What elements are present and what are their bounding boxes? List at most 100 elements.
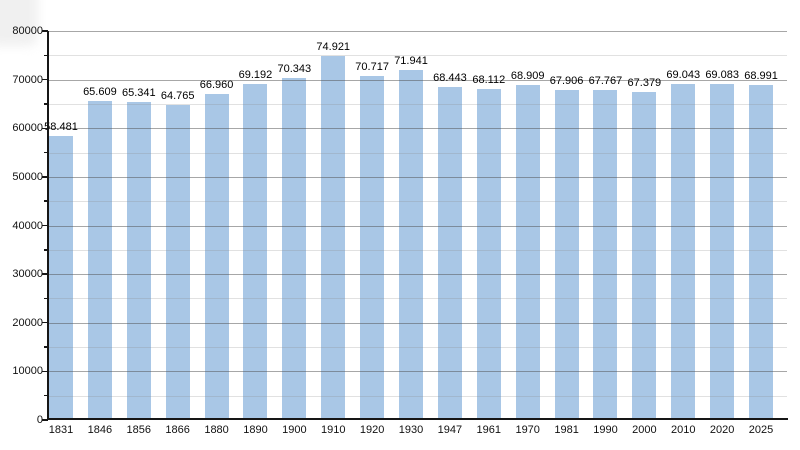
y-major-tick — [42, 370, 48, 373]
bar — [243, 83, 268, 420]
x-label-cell: 1947 — [437, 424, 476, 438]
y-tick-label: 10000 — [12, 365, 43, 378]
x-label-cell: 2020 — [709, 424, 748, 438]
y-major-tick — [42, 273, 48, 275]
y-minor-tick — [44, 103, 48, 105]
x-tick-label: 1846 — [87, 424, 113, 436]
bar — [749, 84, 774, 420]
bar-value-label: 68.991 — [744, 69, 778, 82]
y-minor-tick — [44, 297, 48, 300]
x-tick-label: 1990 — [593, 424, 618, 436]
bar-value-label: 68.909 — [510, 69, 545, 82]
bar-value-label: 69.083 — [705, 69, 739, 82]
y-tick-label: 0 — [36, 414, 43, 426]
bar-value-label: 67.379 — [627, 77, 662, 90]
bar-band: 69.083 — [705, 31, 748, 420]
major-gridline — [48, 128, 787, 130]
bar-value-label: 66.960 — [199, 79, 234, 92]
bar — [165, 105, 190, 420]
y-major-tick — [42, 127, 48, 129]
x-tick-label: 1981 — [554, 424, 579, 436]
bar-value-label: 68.443 — [433, 72, 467, 85]
bar-band: 65.341 — [122, 31, 165, 420]
x-label-cell: 1930 — [398, 424, 437, 438]
bar — [87, 100, 112, 420]
y-tick-label: 70000 — [12, 73, 43, 86]
minor-gridline — [48, 395, 787, 397]
x-tick-label: 1831 — [48, 424, 74, 436]
y-major-tick — [42, 30, 48, 32]
x-label-cell: 1866 — [165, 424, 204, 438]
minor-gridline — [48, 201, 787, 203]
minor-gridline — [48, 249, 787, 251]
bar — [671, 84, 696, 420]
bar-band: 68.443 — [433, 31, 476, 420]
y-minor-tick — [44, 346, 48, 348]
x-tick-label: 2025 — [748, 424, 774, 436]
x-tick-label: 1866 — [165, 424, 190, 436]
bar — [632, 92, 657, 420]
bar-band: 68.991 — [744, 31, 787, 420]
x-axis-line — [48, 418, 788, 421]
x-label-cell: 1970 — [515, 424, 554, 438]
x-label-cell: 1981 — [554, 424, 593, 438]
bar-value-label: 71.941 — [394, 55, 428, 68]
major-gridline — [48, 31, 787, 32]
bar-value-label: 65.609 — [83, 85, 117, 98]
y-minor-tick — [44, 394, 48, 397]
x-tick-label: 2010 — [671, 424, 696, 436]
y-major-tick — [42, 322, 48, 324]
bar — [476, 88, 501, 420]
bar-band: 64.765 — [161, 31, 204, 420]
major-gridline — [48, 79, 787, 81]
bar-band: 74.921 — [316, 31, 359, 420]
bar — [282, 77, 307, 420]
y-major-tick — [42, 419, 48, 421]
y-major-tick — [42, 78, 48, 81]
x-label-cell: 1846 — [87, 424, 126, 438]
major-gridline — [48, 322, 787, 324]
bar-value-label: 67.906 — [549, 74, 584, 87]
bar-band: 70.717 — [355, 31, 398, 420]
bar — [710, 84, 735, 420]
bar-value-label: 67.767 — [588, 75, 623, 88]
x-label-cell: 1900 — [281, 424, 320, 438]
bar — [554, 89, 579, 420]
x-label-cell: 1890 — [242, 424, 281, 438]
y-minor-tick — [44, 249, 48, 251]
minor-gridline — [48, 103, 787, 105]
y-tick-label: 40000 — [12, 219, 43, 232]
major-gridline — [48, 176, 787, 178]
x-label-cell: 2025 — [748, 424, 787, 438]
bar-band: 68.909 — [511, 31, 554, 420]
x-tick-label: 2000 — [632, 424, 657, 436]
x-label-cell: 1880 — [204, 424, 243, 438]
bars-row: 58.481 65.609 65.341 64.765 66.960 69.192 70.3… — [44, 31, 787, 420]
x-label-cell: 1831 — [48, 424, 87, 438]
bar — [399, 70, 424, 420]
x-label-cell: 1920 — [359, 424, 398, 438]
bar — [49, 135, 73, 420]
x-label-cell: 2000 — [631, 424, 670, 438]
minor-gridline — [48, 298, 787, 300]
bar — [437, 87, 462, 420]
y-tick-label: 20000 — [12, 316, 43, 329]
y-tick-label: 50000 — [12, 170, 43, 183]
plot-area: 58.481 65.609 65.341 64.765 66.960 69.192 70.3… — [44, 31, 787, 420]
x-tick-label: 1880 — [204, 424, 229, 436]
x-tick-label: 1900 — [282, 424, 307, 436]
y-major-tick — [42, 224, 48, 227]
x-label-cell: 1856 — [126, 424, 165, 438]
x-tick-label: 1961 — [476, 424, 502, 436]
bar-band: 70.343 — [278, 31, 320, 420]
y-tick-label: 60000 — [12, 122, 43, 135]
x-label-cell: 1961 — [476, 424, 515, 438]
bar-band: 67.906 — [550, 31, 593, 420]
bar-band: 67.767 — [588, 31, 631, 420]
bar-band: 58.481 — [44, 31, 87, 420]
x-tick-label: 1930 — [398, 424, 424, 436]
bar-band: 66.960 — [200, 31, 243, 420]
x-tick-label: 1947 — [437, 424, 463, 436]
bar-value-label: 65.341 — [121, 87, 156, 100]
